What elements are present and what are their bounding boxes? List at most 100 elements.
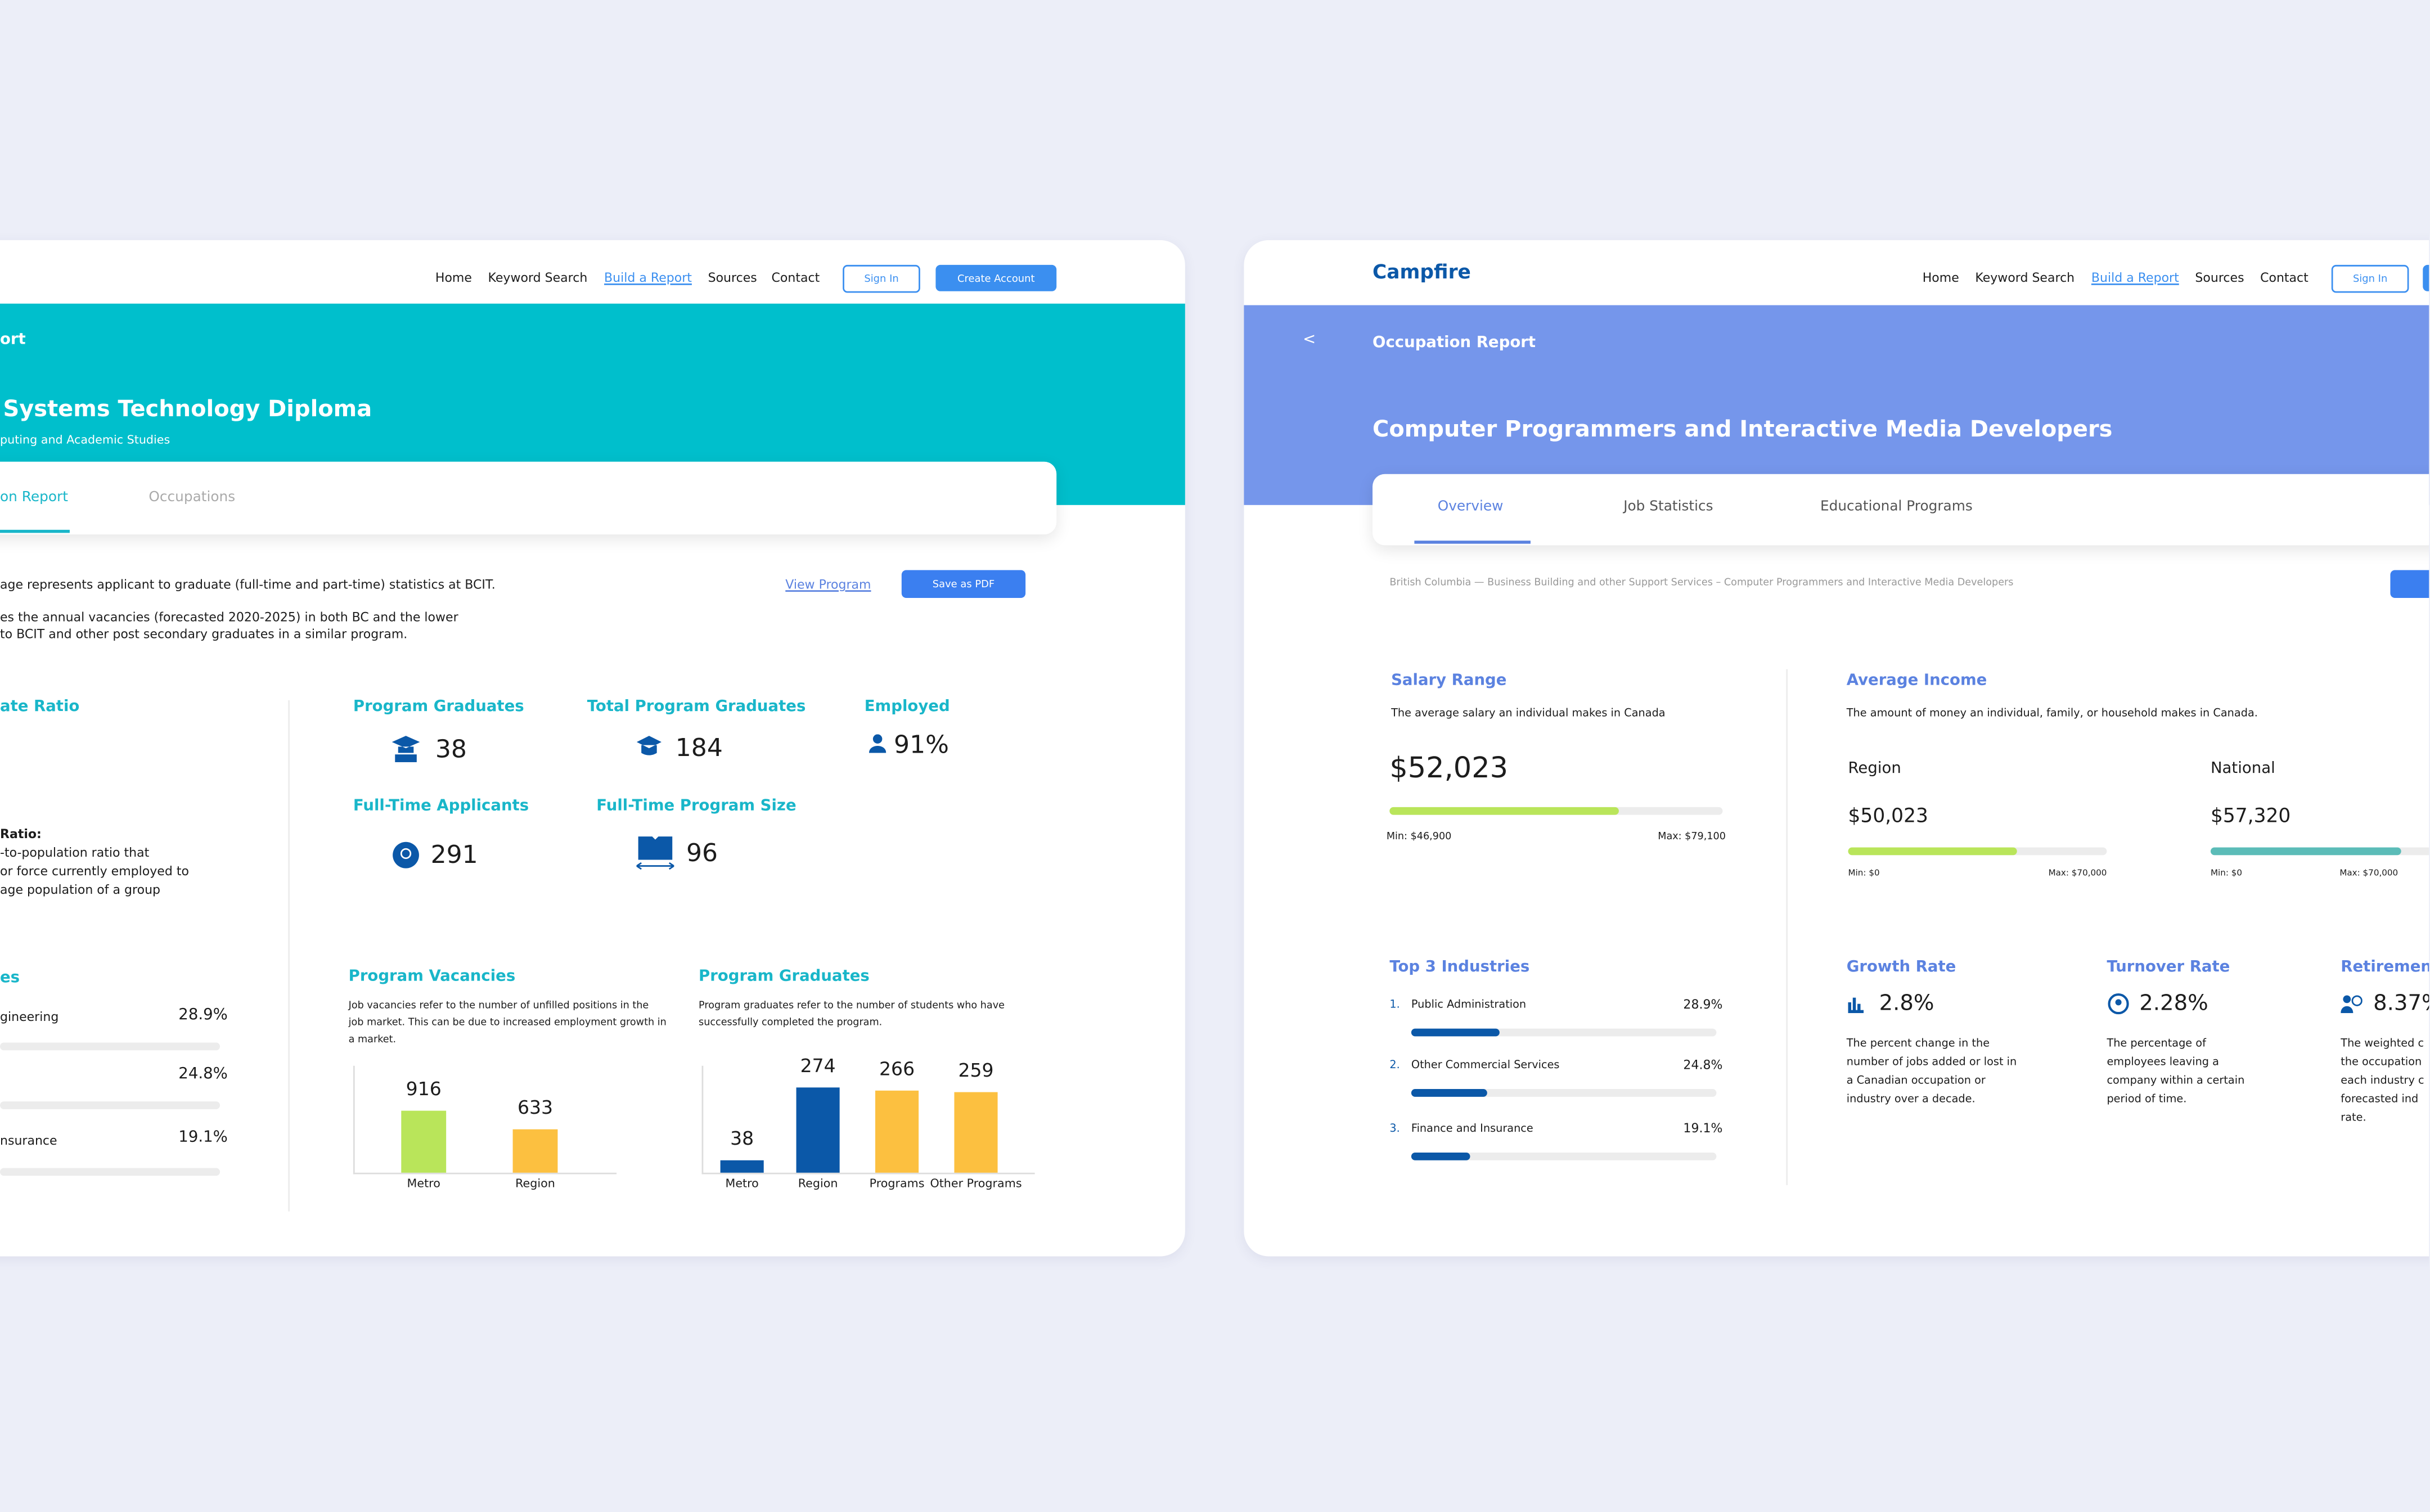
- turnover-icon: [2108, 993, 2129, 1015]
- retirement-icon: [2341, 995, 2362, 1014]
- nav-link[interactable]: Sources: [2195, 271, 2244, 285]
- ratio-text: -to-population ratio that: [0, 845, 150, 860]
- nav-link[interactable]: Sources: [708, 271, 757, 285]
- tab[interactable]: Occupations: [148, 490, 236, 506]
- element: [393, 842, 419, 868]
- rate-text: The percentage of: [2107, 1037, 2206, 1050]
- industry-rank: 1.: [1389, 998, 1400, 1011]
- tab-panel: [0, 461, 1057, 535]
- bar: [512, 1130, 558, 1173]
- section-title: Average Income: [1846, 672, 1987, 690]
- category-label: Region: [798, 1176, 838, 1190]
- industry-name: Other Commercial Services: [1411, 1059, 1560, 1072]
- nav-link[interactable]: Keyword Search: [488, 271, 588, 285]
- bar-label: 633: [517, 1097, 554, 1119]
- create-account-button[interactable]: [2423, 264, 2429, 291]
- tab[interactable]: Overview: [1437, 500, 1504, 515]
- view-program-link[interactable]: View Program: [785, 578, 871, 592]
- breadcrumb: Occupation Report: [1372, 334, 1536, 352]
- rate-title: Retirement: [2341, 958, 2429, 976]
- industry-bar: [1411, 1028, 1500, 1037]
- bar-label: 259: [958, 1059, 994, 1082]
- bar-track: [0, 1042, 220, 1051]
- breadcrumb-path: British Columbia — Business Building and…: [1389, 575, 2014, 588]
- industry-rank: 2.: [1389, 1059, 1400, 1072]
- tab[interactable]: on Report: [0, 490, 68, 506]
- nav-link[interactable]: Contact: [2260, 271, 2308, 285]
- rate-text: rate.: [2341, 1111, 2366, 1124]
- rate-value: 2.28%: [2139, 991, 2208, 1016]
- chart-text: Program graduates refer to the number of…: [699, 998, 1005, 1011]
- stat-value: 38: [435, 734, 467, 764]
- industry-bar: [1411, 1089, 1487, 1097]
- section-title: es: [0, 970, 20, 987]
- element: [395, 754, 417, 762]
- industry-value: 19.1%: [178, 1129, 228, 1146]
- ratio-label: Ratio:: [0, 827, 42, 842]
- element: [872, 734, 883, 744]
- industry-bar: [1411, 1152, 1470, 1160]
- rate-text: The weighted c: [2341, 1037, 2424, 1050]
- stat-value: 91%: [894, 730, 949, 759]
- income-value: $50,023: [1848, 803, 1928, 827]
- bar-label: 916: [406, 1078, 442, 1100]
- section-text: The average salary an individual makes i…: [1391, 707, 1666, 720]
- back-button[interactable]: <: [1303, 331, 1316, 349]
- industry-rank: 3.: [1389, 1122, 1400, 1135]
- section-title: Salary Range: [1391, 672, 1507, 690]
- ratio-text: or force currently employed to: [0, 864, 189, 879]
- bar-label: 266: [879, 1057, 915, 1079]
- nav-link[interactable]: Keyword Search: [1975, 271, 2075, 285]
- logo[interactable]: Campfire: [1372, 259, 1471, 284]
- grad-icon: [392, 736, 420, 762]
- chart-axis: [701, 1172, 1035, 1174]
- income-fill: [1848, 847, 2017, 856]
- element: [868, 746, 886, 753]
- intro-text: age represents applicant to graduate (fu…: [0, 578, 496, 592]
- tab[interactable]: Job Statistics: [1623, 500, 1713, 515]
- element: [2115, 999, 2122, 1006]
- tab[interactable]: Educational Programs: [1820, 500, 1973, 515]
- chart-axis: [701, 1065, 704, 1174]
- range-min: Min: $0: [2210, 869, 2243, 879]
- nav-link[interactable]: Home: [435, 271, 472, 285]
- income-label: Region: [1848, 760, 1901, 778]
- save-pdf-button[interactable]: [2390, 570, 2429, 598]
- bar: [720, 1160, 764, 1173]
- rate-text: industry over a decade.: [1846, 1092, 1976, 1105]
- chart-text: a market.: [348, 1033, 397, 1046]
- category-label: Programs: [869, 1176, 925, 1190]
- sign-in-button[interactable]: Sign In: [2331, 264, 2409, 293]
- element: [400, 848, 412, 860]
- industry-value: 19.1%: [1683, 1121, 1723, 1136]
- element: [1848, 997, 1864, 1014]
- nav-link[interactable]: Home: [1922, 271, 1959, 285]
- rate-title: Turnover Rate: [2107, 958, 2230, 976]
- divider: [1786, 669, 1788, 1185]
- nav-link[interactable]: Contact: [771, 271, 820, 285]
- header-band: [1244, 305, 2429, 505]
- rate-value: 2.8%: [1879, 991, 1934, 1016]
- save-pdf-button[interactable]: Save as PDF: [901, 570, 1026, 598]
- stat-label: Full-Time Applicants: [353, 798, 529, 815]
- category-label: Metro: [407, 1176, 440, 1190]
- divider: [288, 700, 290, 1212]
- bar-track: [1411, 1089, 1717, 1097]
- rate-text: each industry c: [2341, 1074, 2424, 1087]
- rate-text: a Canadian occupation or: [1846, 1074, 1986, 1087]
- nav-link[interactable]: Build a Report: [604, 271, 692, 285]
- nav-link[interactable]: Build a Report: [2091, 271, 2179, 285]
- create-account-button[interactable]: Create Account: [935, 264, 1057, 291]
- industry-value: 24.8%: [1683, 1058, 1723, 1072]
- page-title: Systems Technology Diploma: [3, 398, 372, 423]
- industry-name: Finance and Insurance: [1411, 1122, 1533, 1135]
- rate-text: company within a certain: [2107, 1074, 2245, 1087]
- growth-icon: [1848, 997, 1864, 1014]
- element: [2341, 1006, 2354, 1014]
- element: [638, 836, 673, 860]
- industry-value: 24.8%: [178, 1065, 228, 1083]
- sign-in-button[interactable]: Sign In: [843, 264, 920, 293]
- intro-text: es the annual vacancies (forecasted 2020…: [0, 610, 458, 624]
- bar-track: [0, 1168, 220, 1176]
- bar: [401, 1110, 447, 1173]
